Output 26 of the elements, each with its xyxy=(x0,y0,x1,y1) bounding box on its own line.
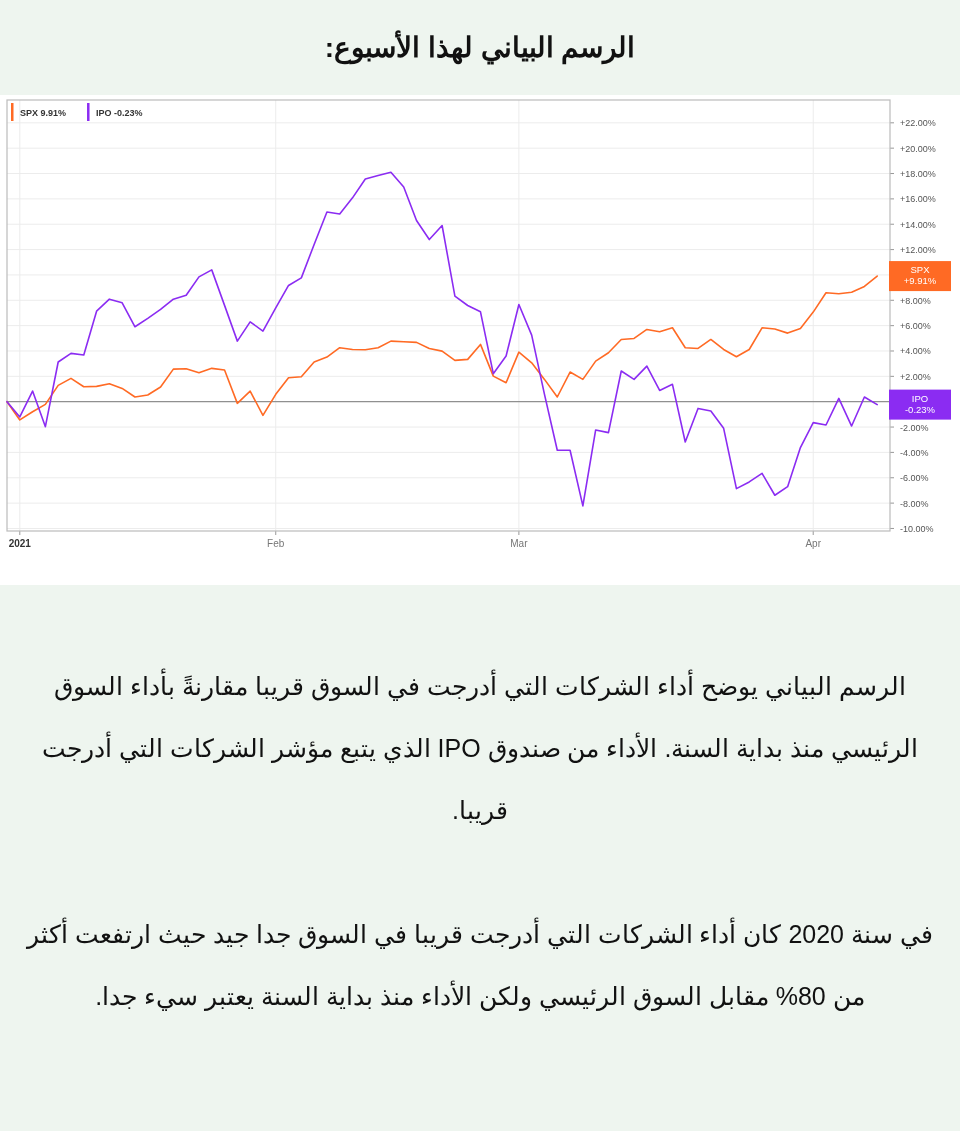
legend-label: SPX 9.91% xyxy=(20,108,67,118)
text: IPO -0.23% xyxy=(904,392,936,415)
y-tick-label: +14.00% xyxy=(900,219,936,230)
y-tick-label: +4.00% xyxy=(900,346,931,357)
x-tick-label: Apr xyxy=(805,538,822,549)
y-tick-label: -6.00% xyxy=(900,473,929,484)
x-tick-label: 2021 xyxy=(8,538,32,549)
text: SPX +9.91% xyxy=(903,264,937,287)
y-tick-label: +16.00% xyxy=(900,194,936,205)
y-tick-label: +8.00% xyxy=(900,295,931,306)
y-tick-label: -4.00% xyxy=(900,447,929,458)
y-tick-label: +20.00% xyxy=(900,143,936,154)
y-tick-label: +6.00% xyxy=(900,321,931,332)
legend-label: IPO -0.23% xyxy=(96,108,143,118)
y-tick-label: +2.00% xyxy=(900,371,931,382)
y-tick-label: -8.00% xyxy=(900,498,929,509)
y-tick-label: -10.00% xyxy=(900,523,934,534)
y-tick-label: +18.00% xyxy=(900,169,936,180)
chart-title: الرسم البياني لهذا الأسبوع: xyxy=(323,29,637,67)
y-tick-label: -2.00% xyxy=(900,422,929,433)
y-tick-label: +22.00% xyxy=(900,118,936,129)
x-tick-label: Feb xyxy=(267,538,285,549)
line-series xyxy=(6,275,878,421)
x-tick-label: Mar xyxy=(510,538,529,549)
line-series xyxy=(6,171,878,507)
y-tick-label: +12.00% xyxy=(900,245,936,256)
